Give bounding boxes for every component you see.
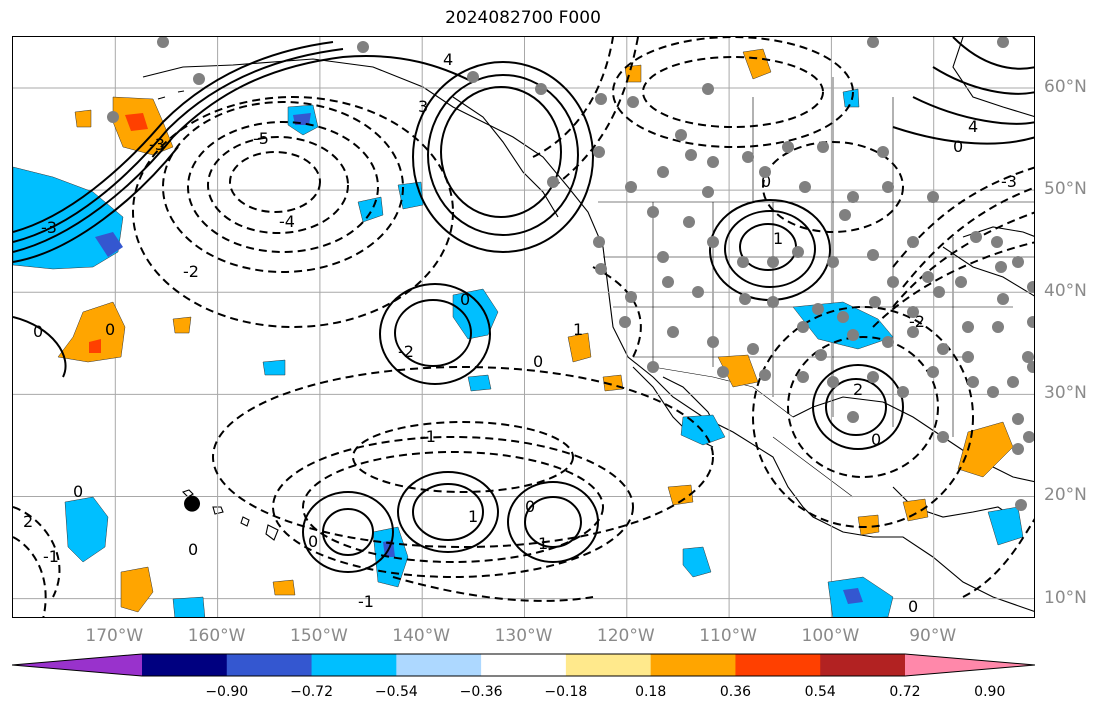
contour-label: -3 — [41, 218, 57, 237]
colorbar — [12, 653, 1035, 677]
colorbar-tick-label: −0.18 — [544, 684, 588, 700]
contour-label: 3 — [418, 97, 428, 116]
latitude-label: 30°N — [1044, 383, 1087, 404]
colorbar-tick-label: 0.18 — [635, 684, 667, 700]
longitude-label: 110°W — [699, 626, 757, 646]
longitude-label: 90°W — [909, 626, 957, 646]
latitude-label: 50°N — [1044, 179, 1087, 200]
map-panel: -3 -3 -5 -4 -2 0 0 -2 0 0 1 -1 0 -1 0 0 … — [12, 36, 1035, 618]
latitude-label: 10°N — [1044, 587, 1087, 608]
contour-labels: -3 -3 -5 -4 -2 0 0 -2 0 0 1 -1 0 -1 0 0 … — [23, 50, 1017, 616]
contour-label: -1 — [43, 547, 59, 566]
contour-label: 0 — [33, 322, 43, 341]
contour-label: 4 — [968, 117, 978, 136]
contour-label: 1 — [468, 507, 478, 526]
colorbar-segment — [650, 654, 736, 676]
contours-positive — [13, 37, 1034, 573]
contour-label: -5 — [253, 129, 269, 148]
contour-label: -3 — [149, 135, 165, 154]
colorbar-tick-label: −0.90 — [205, 684, 249, 700]
contour-label: -1 — [358, 592, 374, 611]
colorbar-segment — [481, 654, 567, 676]
contour-label: 0 — [105, 320, 115, 339]
colorbar-tick-label: 0.54 — [804, 684, 836, 700]
colorbar-segment — [311, 654, 397, 676]
colorbar-tick-label: 0.36 — [719, 684, 752, 700]
colorbar-tick-label: −0.72 — [290, 684, 333, 700]
contour-label: -2 — [398, 342, 414, 361]
latitude-label: 20°N — [1044, 485, 1087, 506]
map-canvas: -3 -3 -5 -4 -2 0 0 -2 0 0 1 -1 0 -1 0 0 … — [13, 37, 1034, 617]
longitude-label: 100°W — [801, 626, 860, 646]
longitude-label: 150°W — [290, 626, 348, 646]
colorbar-extend-max — [905, 654, 1035, 676]
contour-label: 2 — [853, 380, 863, 399]
contour-label: 1 — [538, 534, 548, 553]
colorbar-tick-label: −0.36 — [459, 684, 503, 700]
contour-label: 0 — [533, 352, 543, 371]
colorbar-tick-label: 0.90 — [974, 684, 1006, 700]
latitude-label: 60°N — [1044, 77, 1087, 98]
station-marker — [184, 495, 201, 512]
colorbar-tick-label: −0.54 — [374, 684, 418, 700]
contour-label: 0 — [460, 290, 470, 309]
contour-label: 0 — [871, 430, 881, 449]
contour-label: 0 — [761, 172, 771, 191]
colorbar-segment — [226, 654, 313, 676]
contour-label: 0 — [525, 497, 535, 516]
contours-negative — [13, 37, 1034, 617]
contour-label: 1 — [773, 229, 783, 248]
contour-label: 0 — [953, 137, 963, 156]
contour-label: 4 — [443, 50, 453, 69]
contour-label: 0 — [188, 540, 198, 559]
longitude-label: 130°W — [494, 626, 553, 646]
black-dot-marker — [184, 495, 201, 512]
contour-label: -3 — [1001, 172, 1017, 191]
colorbar-segment — [735, 654, 821, 676]
map-title: 2024082700 F000 — [445, 8, 601, 28]
longitude-label: 140°W — [392, 626, 451, 646]
contour-label: 1 — [573, 320, 583, 339]
longitude-label: 160°W — [187, 626, 246, 646]
latitude-label: 40°N — [1044, 281, 1087, 302]
station-dots — [107, 37, 1034, 511]
colorbar-tick-label: 0.72 — [889, 684, 921, 700]
longitude-label: 120°W — [596, 626, 655, 646]
contour-label: -1 — [420, 427, 436, 446]
contour-label: -2 — [183, 262, 199, 281]
colorbar-extend-min — [12, 654, 142, 676]
contour-label: 2 — [23, 512, 33, 531]
contour-label: 0 — [73, 482, 83, 501]
colorbar-segment — [396, 654, 482, 676]
colorbar-segment — [142, 654, 228, 676]
contour-label: 0 — [308, 532, 318, 551]
contour-label: 0 — [908, 597, 918, 616]
contour-label: -4 — [279, 212, 295, 231]
colorbar-segment — [565, 654, 652, 676]
colorbar-segment — [820, 654, 906, 676]
longitude-label: 170°W — [85, 626, 144, 646]
colorbar-outline — [12, 653, 1035, 677]
